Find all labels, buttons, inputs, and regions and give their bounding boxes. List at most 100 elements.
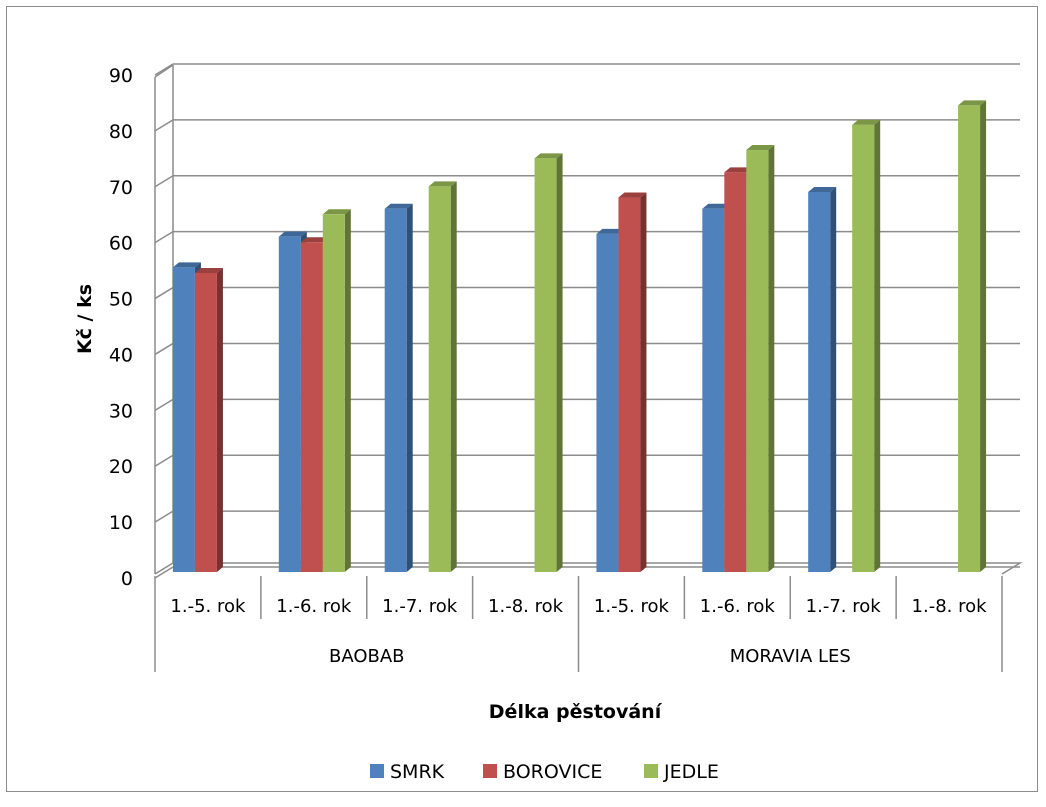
bar [852, 119, 881, 572]
gridline-side [154, 63, 174, 76]
bar-side [830, 186, 837, 572]
x-category-label: 1.-8. rok [912, 596, 988, 617]
bar-front [618, 197, 641, 573]
x-group-label: BAOBAB [329, 646, 405, 667]
legend-swatch [370, 764, 384, 778]
legend-label: SMRK [390, 761, 445, 783]
bar-front [194, 272, 217, 572]
x-category-label: 1.-5. rok [170, 596, 246, 617]
gridline-side [154, 566, 174, 579]
bar-top [384, 203, 413, 209]
bar-front [724, 172, 747, 572]
gridline-side [154, 454, 174, 467]
bar-top [428, 181, 457, 187]
gridline-side [154, 398, 174, 411]
legend-item: SMRK [370, 761, 445, 783]
bar [194, 267, 223, 572]
bar [534, 153, 563, 572]
bar-top [852, 119, 881, 125]
legend-item: JEDLE [644, 761, 719, 783]
gridline-side [154, 231, 174, 244]
bar-front [808, 191, 831, 572]
legend-swatch [483, 764, 497, 778]
y-tick-label: 30 [109, 400, 133, 422]
bar-top [958, 100, 987, 106]
bar-side [768, 145, 775, 573]
bar-side [450, 181, 457, 572]
bar-top [808, 186, 837, 192]
y-tick-label: 70 [109, 177, 133, 199]
bar [428, 181, 457, 572]
bar-top [322, 209, 351, 215]
y-tick-label: 60 [109, 233, 133, 255]
bar-front [428, 186, 451, 572]
bar-top [278, 231, 307, 237]
bar-top [724, 167, 753, 173]
x-category-label: 1.-5. rok [594, 596, 670, 617]
y-tick-label: 80 [109, 121, 133, 143]
y-axis-ticks: 0 10 20 30 40 50 60 70 80 90 [109, 65, 133, 590]
bar [808, 186, 837, 572]
bar-front [322, 214, 345, 573]
bar-side [874, 119, 881, 572]
gridline-side [154, 342, 174, 356]
chart-frame: 0 10 20 30 40 50 60 70 80 90 1.-5. rok 1.-6. rok 1.… [6, 6, 1038, 792]
x-category-label: 1.-7. rok [382, 596, 458, 617]
bar [958, 100, 987, 573]
bar-top [702, 203, 731, 209]
bar-top [300, 237, 329, 243]
bar [384, 203, 413, 572]
legend-label: JEDLE [663, 761, 719, 783]
bar-front [278, 236, 301, 572]
x-category-label: 1.-6. rok [700, 596, 776, 617]
gridline-side [154, 119, 174, 132]
bar-side [216, 267, 223, 572]
y-tick-label: 0 [121, 568, 133, 590]
x-axis: 1.-5. rok 1.-6. rok 1.-7. rok 1.-8. rok BAOB… [154, 576, 1003, 672]
bar-front [702, 208, 725, 572]
y-tick-label: 20 [109, 456, 133, 478]
x-group-label: MORAVIA LES [730, 646, 851, 667]
gridline-side [154, 510, 174, 523]
gridline-side [154, 175, 174, 188]
bar-top [534, 153, 563, 159]
bar-front [534, 158, 557, 572]
bar-top [618, 192, 647, 198]
bar-front [746, 150, 769, 573]
bar [322, 209, 351, 573]
y-tick-label: 10 [109, 512, 133, 534]
bars [172, 100, 987, 573]
side-wall-top-edge [154, 64, 174, 78]
bar-side [556, 153, 563, 572]
y-tick-label: 90 [109, 65, 133, 87]
legend-swatch [644, 764, 658, 778]
legend-label: BOROVICE [503, 761, 602, 783]
bar-front [596, 233, 619, 572]
bar-top [746, 145, 775, 151]
y-axis-label: Kč / ks [74, 284, 96, 354]
x-category-label: 1.-7. rok [806, 596, 882, 617]
bar-front [384, 208, 407, 572]
bar-side [640, 192, 647, 573]
bar [618, 192, 647, 573]
x-axis-label: Délka pěstování [489, 701, 663, 723]
x-category-label: 1.-6. rok [276, 596, 352, 617]
bar-top [194, 267, 223, 273]
bar [746, 145, 775, 573]
gridline-side [154, 286, 174, 300]
bar-top [172, 262, 201, 268]
legend-item: BOROVICE [483, 761, 602, 783]
bar-front [172, 267, 195, 572]
bar-side [406, 203, 413, 572]
bar-side [980, 100, 987, 573]
y-tick-label: 40 [109, 344, 133, 366]
bar-front [300, 242, 323, 572]
y-tick-label: 50 [109, 289, 133, 311]
bar-front [852, 124, 875, 572]
bar-side [344, 209, 351, 573]
x-category-label: 1.-8. rok [488, 596, 564, 617]
bar-top [596, 228, 625, 234]
legend: SMRK BOROVICE JEDLE [370, 761, 719, 783]
bar-front [958, 105, 981, 573]
